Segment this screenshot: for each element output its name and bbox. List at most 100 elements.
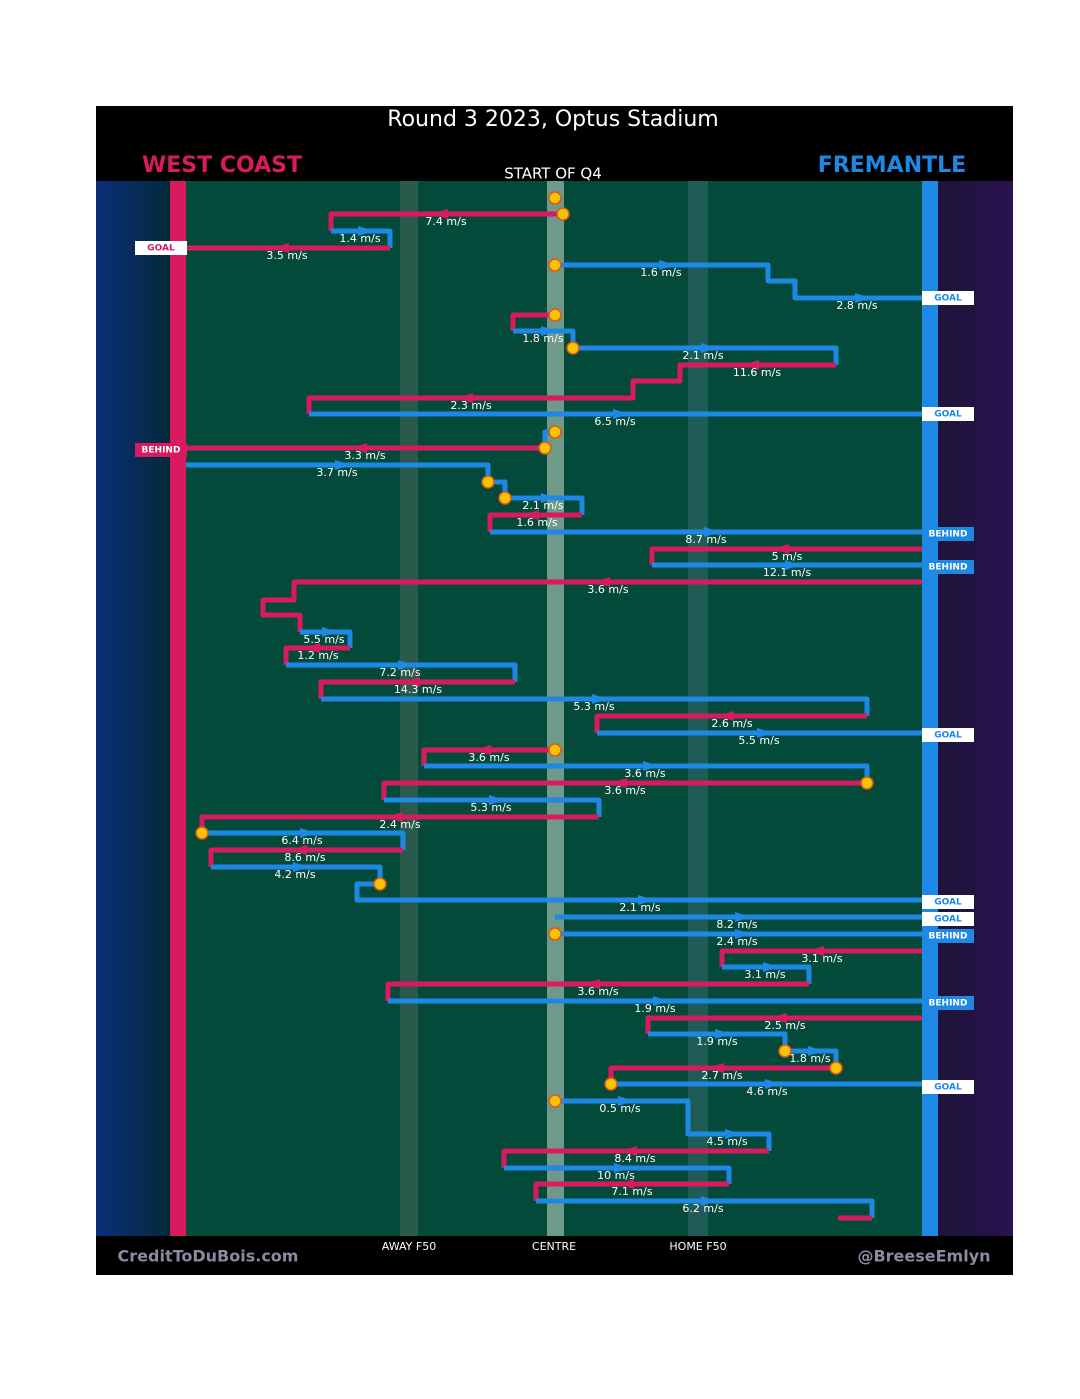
start-label: START OF Q4 bbox=[504, 165, 602, 183]
ball bbox=[548, 258, 562, 272]
zone-label: AWAY F50 bbox=[382, 1240, 436, 1253]
speed-label: 0.5 m/s bbox=[599, 1102, 640, 1115]
direction-arrow bbox=[718, 711, 734, 721]
possession-chain bbox=[555, 1098, 772, 1151]
speed-label: 2.8 m/s bbox=[836, 299, 877, 312]
direction-arrow bbox=[653, 996, 669, 1006]
direction-arrow bbox=[273, 243, 289, 253]
ball bbox=[548, 191, 562, 205]
outcome-tag bbox=[922, 929, 974, 943]
speed-label: 1.4 m/s bbox=[339, 232, 380, 245]
left-team: WEST COAST bbox=[142, 153, 302, 178]
direction-arrow bbox=[808, 1046, 824, 1056]
speed-label: 8.7 m/s bbox=[685, 533, 726, 546]
direction-arrow bbox=[335, 460, 351, 470]
outcome-tag bbox=[922, 912, 974, 926]
possession-chain bbox=[536, 1198, 875, 1218]
direction-arrow bbox=[523, 510, 539, 520]
speed-label: 12.1 m/s bbox=[763, 566, 811, 579]
ball bbox=[548, 308, 562, 322]
direction-arrow bbox=[584, 979, 600, 989]
speed-label: 3.1 m/s bbox=[801, 952, 842, 965]
ball bbox=[548, 425, 562, 439]
outcome-tag bbox=[922, 291, 974, 305]
direction-arrow bbox=[743, 360, 759, 370]
ball bbox=[604, 1077, 618, 1091]
direction-arrow bbox=[643, 761, 659, 771]
ball bbox=[538, 441, 552, 455]
direction-arrow bbox=[725, 1129, 741, 1139]
ball bbox=[373, 877, 387, 891]
speed-label: 7.2 m/s bbox=[379, 666, 420, 679]
speed-label: 5.3 m/s bbox=[573, 700, 614, 713]
title: Round 3 2023, Optus Stadium bbox=[387, 107, 718, 132]
possession-chain bbox=[328, 211, 563, 231]
outcome-label: GOAL bbox=[934, 731, 962, 741]
outcome-label: GOAL bbox=[147, 244, 175, 254]
away-f50-line bbox=[400, 181, 418, 1236]
speed-label: 1.2 m/s bbox=[297, 649, 338, 662]
speed-label: 5 m/s bbox=[772, 550, 803, 563]
direction-arrow bbox=[701, 343, 717, 353]
speed-label: 4.6 m/s bbox=[746, 1085, 787, 1098]
speed-label: 2.1 m/s bbox=[619, 901, 660, 914]
outcome-tag bbox=[922, 560, 974, 574]
direction-arrow bbox=[291, 845, 307, 855]
right-team: FREMANTLE bbox=[818, 153, 966, 178]
direction-arrow bbox=[475, 745, 491, 755]
direction-arrow bbox=[855, 293, 871, 303]
direction-arrow bbox=[621, 1146, 637, 1156]
direction-arrow bbox=[735, 912, 751, 922]
speed-label: 10 m/s bbox=[597, 1169, 635, 1182]
outcome-tag bbox=[135, 443, 187, 457]
ball bbox=[481, 475, 495, 489]
ball bbox=[195, 826, 209, 840]
speed-label: 8.2 m/s bbox=[716, 918, 757, 931]
possession-chain bbox=[487, 512, 582, 532]
credit: CreditToDuBois.com bbox=[118, 1247, 299, 1266]
direction-arrow bbox=[659, 260, 675, 270]
speed-label: 2.3 m/s bbox=[450, 399, 491, 412]
speed-label: 2.1 m/s bbox=[522, 499, 563, 512]
direction-arrow bbox=[293, 862, 309, 872]
possession-chain bbox=[306, 362, 836, 414]
direction-arrow bbox=[489, 795, 505, 805]
outcome-label: BEHIND bbox=[929, 932, 968, 942]
possession-chain bbox=[573, 345, 839, 365]
outcome-tag bbox=[135, 241, 187, 255]
direction-arrow bbox=[457, 393, 473, 403]
speed-label: 3.7 m/s bbox=[316, 466, 357, 479]
possession-chain bbox=[504, 1165, 732, 1184]
speed-label: 2.6 m/s bbox=[711, 717, 752, 730]
speed-label: 1.9 m/s bbox=[696, 1035, 737, 1048]
header-band bbox=[96, 106, 1013, 181]
possession-chain bbox=[186, 462, 585, 515]
outcome-label: GOAL bbox=[934, 410, 962, 420]
direction-arrow bbox=[771, 1013, 787, 1023]
direction-arrow bbox=[304, 643, 320, 653]
speed-label: 5.5 m/s bbox=[303, 633, 344, 646]
direction-arrow bbox=[715, 1029, 731, 1039]
outcome-tag bbox=[922, 407, 974, 421]
possession-chain bbox=[318, 679, 515, 699]
possession-chain bbox=[510, 312, 555, 331]
direction-arrow bbox=[808, 946, 824, 956]
direction-arrow bbox=[701, 1196, 717, 1206]
speed-label: 3.6 m/s bbox=[587, 583, 628, 596]
possession-chain bbox=[421, 747, 555, 766]
direction-arrow bbox=[592, 694, 608, 704]
possession-chain bbox=[211, 864, 922, 903]
speed-label: 3.6 m/s bbox=[577, 985, 618, 998]
ball bbox=[548, 1094, 562, 1108]
speed-label: 8.4 m/s bbox=[614, 1152, 655, 1165]
ball bbox=[548, 927, 562, 941]
outcome-label: BEHIND bbox=[929, 999, 968, 1009]
speed-label: 6.5 m/s bbox=[594, 415, 635, 428]
direction-arrow bbox=[541, 493, 557, 503]
direction-arrow bbox=[704, 527, 720, 537]
direction-arrow bbox=[763, 962, 779, 972]
speed-label: 5.3 m/s bbox=[470, 801, 511, 814]
possession-chain bbox=[722, 964, 812, 984]
speed-label: 3.3 m/s bbox=[344, 449, 385, 462]
possession-chain bbox=[381, 780, 867, 800]
